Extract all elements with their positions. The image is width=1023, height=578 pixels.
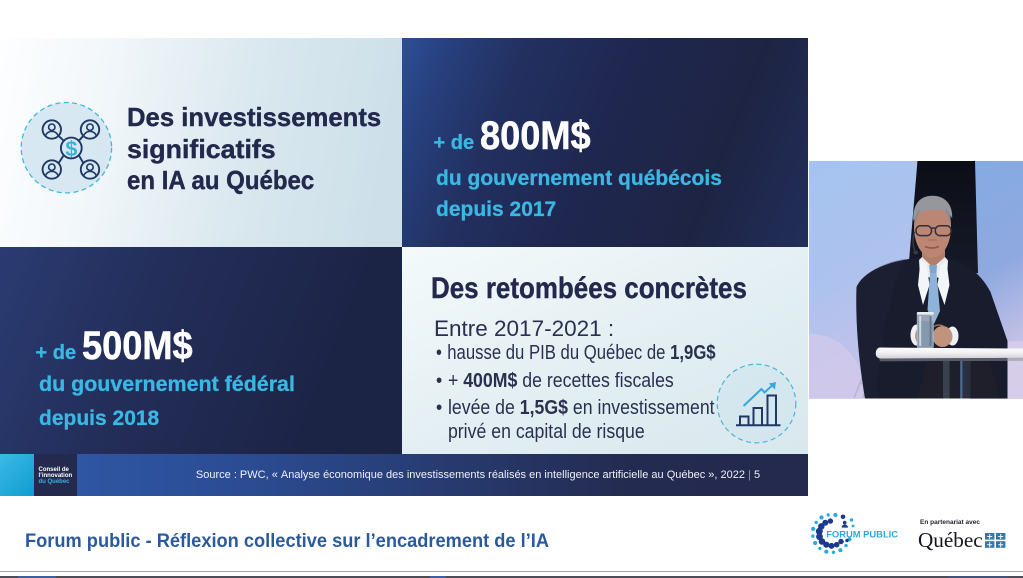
svg-text:$: $: [65, 137, 77, 161]
svg-text:FORUM PUBLIC: FORUM PUBLIC: [826, 528, 898, 539]
